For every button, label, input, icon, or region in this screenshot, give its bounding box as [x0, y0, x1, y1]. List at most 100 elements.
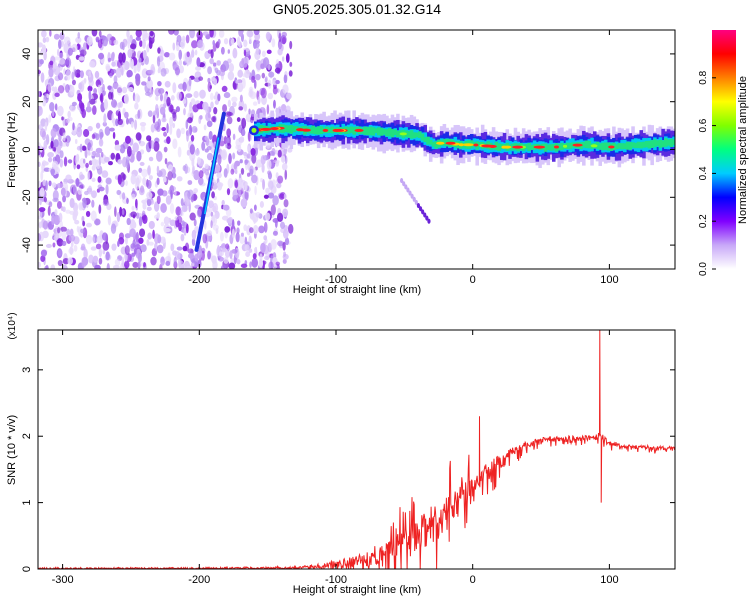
heatmap-ridge-halo [675, 128, 679, 157]
heatmap-noise-cell [225, 243, 230, 250]
heatmap-noise-cell [194, 253, 199, 262]
heatmap-faint-streak [402, 181, 406, 187]
heatmap-y-tick-label: 0 [21, 146, 33, 152]
heatmap-ridge-green [549, 144, 553, 151]
heatmap-noise-cell [277, 149, 282, 158]
heatmap-noise-cell [210, 77, 216, 82]
heatmap-noise-cell [214, 163, 221, 173]
heatmap-noise-cell [235, 180, 239, 188]
heatmap-noise-cell [95, 243, 102, 250]
heatmap-noise-cell [281, 36, 287, 45]
heatmap-noise-cell [254, 185, 257, 196]
heatmap-noise-cell [251, 174, 258, 184]
heatmap-noise-cell [210, 220, 213, 229]
heatmap-noise-cell [268, 180, 274, 190]
heatmap-noise-cell [59, 32, 65, 40]
heatmap-noise-cell [98, 186, 105, 192]
heatmap-noise-cell [56, 238, 64, 247]
heatmap-noise-cell [191, 157, 195, 167]
heatmap-noise-cell [164, 80, 171, 88]
heatmap-noise-cell [261, 163, 265, 173]
heatmap-noise-cell [217, 38, 221, 45]
heatmap-noise-cell [53, 235, 58, 241]
heatmap-noise-cell [158, 87, 165, 94]
heatmap-noise-cell [156, 165, 160, 174]
heatmap-ridge-green [368, 126, 373, 136]
snr-x-ticks: -300 -200 -100 0 100 [52, 330, 619, 586]
heatmap-hotspot [270, 127, 279, 131]
heatmap-noise-cell [176, 215, 183, 224]
heatmap-noise-cell [278, 193, 285, 200]
heatmap-noise-cell [38, 69, 42, 75]
heatmap-noise-cell [73, 69, 77, 77]
heatmap-noise-cell [241, 117, 247, 129]
heatmap-noise-cell [237, 220, 241, 226]
heatmap-noise-cell [107, 57, 112, 62]
heatmap-noise-cell [157, 81, 162, 87]
heatmap-y-ticks: -40 -20 0 20 40 [21, 48, 675, 253]
heatmap-hotspot [608, 145, 615, 149]
heatmap-noise-cell [81, 215, 85, 223]
heatmap-noise-cell [185, 265, 192, 269]
heatmap-noise-cell [127, 48, 133, 59]
heatmap-hotspot [296, 128, 305, 132]
heatmap-noise-cell [149, 30, 154, 37]
heatmap-hotspot [481, 144, 493, 148]
heatmap-noise-cell [283, 74, 288, 84]
heatmap-noise-cell [241, 129, 246, 136]
heatmap-noise-cell [240, 198, 248, 208]
heatmap-noise-cell [57, 226, 61, 234]
heatmap-noise-cell [156, 177, 160, 186]
heatmap-noise-cell [267, 192, 275, 199]
heatmap-noise-cell [85, 162, 89, 168]
heatmap-noise-cell [232, 47, 238, 59]
heatmap-noise-cell [69, 184, 77, 195]
heatmap-noise-cell [143, 262, 146, 268]
heatmap-noise-cell [71, 79, 76, 86]
heatmap-noise-cell [57, 249, 63, 257]
heatmap-noise-cell [181, 220, 185, 227]
heatmap-noise-cell [196, 157, 201, 165]
heatmap-noise-cell [88, 79, 94, 87]
heatmap-faint-streak [416, 202, 421, 209]
heatmap-faint-streak [421, 209, 425, 215]
heatmap-noise-cell [206, 152, 213, 161]
heatmap-noise-cell [278, 32, 282, 43]
heatmap-noise-cell [71, 101, 77, 106]
heatmap-noise-cell [61, 240, 67, 246]
heatmap-noise-cell [175, 106, 181, 113]
heatmap-noise-cell [193, 90, 199, 99]
heatmap-noise-cell [268, 261, 274, 269]
heatmap-noise-cell [43, 167, 51, 172]
heatmap-noise-cell [214, 99, 219, 105]
heatmap-noise-cell [137, 109, 141, 119]
heatmap-noise-cell [281, 31, 288, 38]
heatmap-noise-cell [170, 108, 177, 115]
heatmap-ridge-green [568, 142, 572, 149]
heatmap-noise-cell [80, 228, 85, 234]
heatmap-noise-cell [183, 108, 186, 116]
heatmap-noise-cell [102, 83, 105, 93]
heatmap-ridge-green [551, 144, 556, 151]
heatmap-ridge-green [314, 127, 318, 135]
heatmap-noise-cell [109, 72, 113, 78]
heatmap-noise-cell [219, 140, 225, 147]
heatmap-noise-cell [243, 39, 248, 48]
heatmap-noise-cell [155, 107, 160, 115]
heatmap-ridge-green [420, 133, 425, 141]
heatmap-noise-cell [246, 225, 252, 236]
heatmap-noise-cell [50, 264, 56, 269]
heatmap-noise-cell [147, 232, 153, 240]
heatmap-noise-cell [80, 183, 85, 189]
heatmap-noise-cell [249, 91, 257, 100]
snr-x-tick-label: 100 [600, 574, 618, 586]
heatmap-noise-cell [270, 238, 277, 250]
heatmap-noise-cell [137, 252, 142, 263]
heatmap-noise-cell [226, 188, 231, 196]
heatmap-noise-cell [236, 117, 241, 122]
heatmap-noise-cell [105, 184, 109, 195]
heatmap-noise-cell [83, 248, 88, 260]
heatmap-noise-cell [57, 259, 63, 267]
heatmap-noise-cell [165, 260, 171, 266]
heatmap-noise-cell [75, 177, 80, 187]
